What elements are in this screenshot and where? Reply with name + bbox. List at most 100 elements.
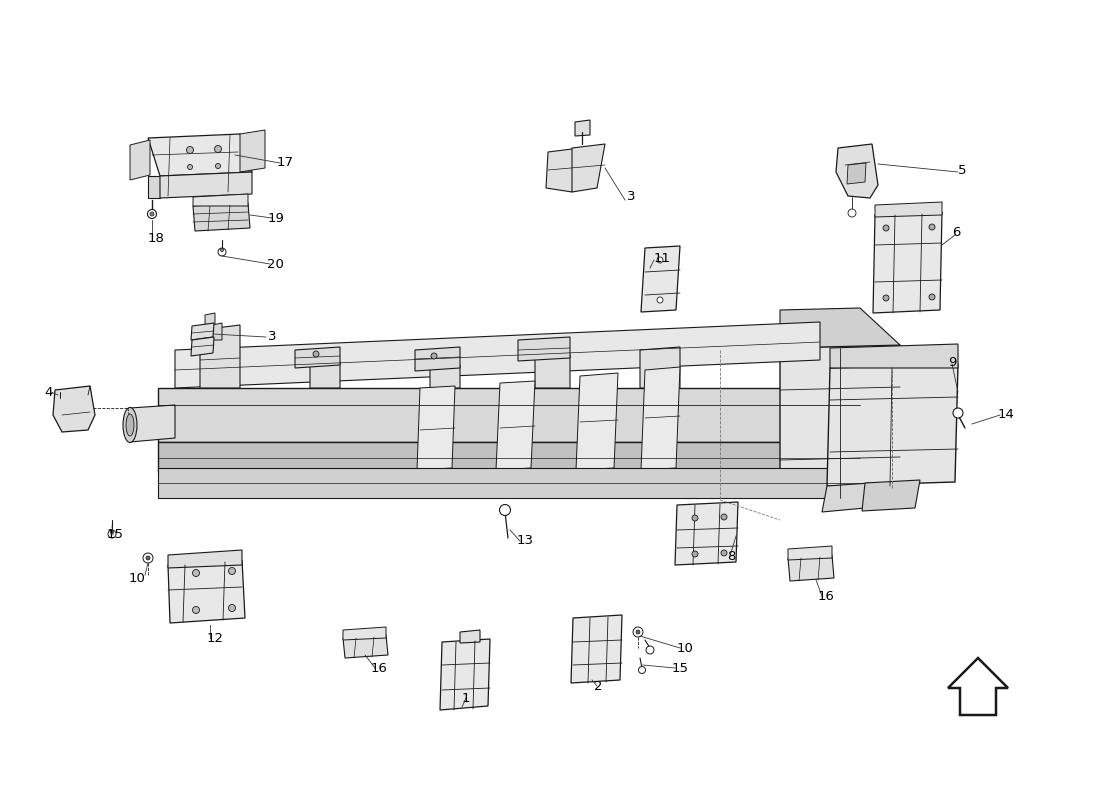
Polygon shape bbox=[518, 337, 570, 361]
Circle shape bbox=[110, 530, 113, 534]
Polygon shape bbox=[415, 347, 460, 371]
Circle shape bbox=[146, 556, 150, 560]
Polygon shape bbox=[343, 635, 388, 658]
Polygon shape bbox=[168, 550, 242, 568]
Circle shape bbox=[636, 630, 640, 634]
Polygon shape bbox=[212, 323, 222, 340]
Text: 20: 20 bbox=[267, 258, 284, 270]
Text: 6: 6 bbox=[952, 226, 960, 238]
Polygon shape bbox=[200, 325, 240, 388]
Polygon shape bbox=[310, 362, 340, 388]
Polygon shape bbox=[130, 405, 175, 442]
Circle shape bbox=[720, 514, 727, 520]
Polygon shape bbox=[575, 120, 590, 136]
Text: 5: 5 bbox=[958, 163, 967, 177]
Polygon shape bbox=[148, 176, 159, 198]
Circle shape bbox=[692, 551, 698, 557]
Circle shape bbox=[646, 646, 654, 654]
Text: 10: 10 bbox=[128, 571, 145, 585]
Circle shape bbox=[220, 249, 223, 251]
Polygon shape bbox=[440, 639, 490, 710]
Text: 12: 12 bbox=[207, 631, 224, 645]
Polygon shape bbox=[675, 502, 738, 565]
Polygon shape bbox=[158, 468, 860, 498]
Circle shape bbox=[150, 212, 154, 216]
Text: 3: 3 bbox=[268, 330, 276, 343]
Polygon shape bbox=[641, 246, 680, 312]
Circle shape bbox=[720, 550, 727, 556]
Polygon shape bbox=[535, 355, 570, 388]
Circle shape bbox=[632, 627, 644, 637]
Polygon shape bbox=[417, 386, 455, 470]
Text: 15: 15 bbox=[672, 662, 689, 674]
Polygon shape bbox=[130, 140, 150, 180]
Circle shape bbox=[229, 605, 235, 611]
Text: 2: 2 bbox=[594, 679, 603, 693]
Text: 11: 11 bbox=[654, 251, 671, 265]
Polygon shape bbox=[192, 203, 250, 231]
Text: 13: 13 bbox=[517, 534, 534, 547]
Text: 17: 17 bbox=[277, 155, 294, 169]
Circle shape bbox=[692, 515, 698, 521]
Circle shape bbox=[216, 163, 220, 169]
Circle shape bbox=[192, 606, 199, 614]
Polygon shape bbox=[205, 313, 214, 330]
Circle shape bbox=[657, 257, 663, 263]
Polygon shape bbox=[158, 388, 860, 442]
Circle shape bbox=[499, 505, 510, 515]
Circle shape bbox=[314, 351, 319, 357]
Text: 16: 16 bbox=[371, 662, 388, 674]
Polygon shape bbox=[948, 658, 1008, 715]
Text: 3: 3 bbox=[627, 190, 636, 203]
Text: 14: 14 bbox=[998, 407, 1015, 421]
Circle shape bbox=[930, 224, 935, 230]
Circle shape bbox=[218, 248, 226, 256]
Polygon shape bbox=[295, 347, 340, 368]
Circle shape bbox=[953, 408, 962, 418]
Text: 19: 19 bbox=[268, 211, 285, 225]
Text: 4: 4 bbox=[44, 386, 53, 398]
Ellipse shape bbox=[123, 407, 138, 442]
Circle shape bbox=[883, 295, 889, 301]
Polygon shape bbox=[148, 134, 252, 176]
Circle shape bbox=[930, 294, 935, 300]
Text: 16: 16 bbox=[818, 590, 835, 602]
Ellipse shape bbox=[126, 414, 134, 436]
Polygon shape bbox=[830, 344, 958, 368]
Polygon shape bbox=[191, 323, 214, 340]
Text: 15: 15 bbox=[107, 529, 124, 542]
Polygon shape bbox=[780, 345, 900, 498]
Circle shape bbox=[187, 165, 192, 170]
Circle shape bbox=[214, 146, 221, 153]
Text: 8: 8 bbox=[727, 550, 736, 562]
Polygon shape bbox=[873, 212, 942, 313]
Text: 1: 1 bbox=[462, 691, 471, 705]
Polygon shape bbox=[822, 483, 870, 512]
Polygon shape bbox=[874, 202, 942, 217]
Polygon shape bbox=[862, 480, 920, 511]
Polygon shape bbox=[641, 367, 680, 470]
Circle shape bbox=[638, 666, 646, 674]
Circle shape bbox=[229, 567, 235, 574]
Polygon shape bbox=[240, 130, 265, 172]
Polygon shape bbox=[640, 347, 680, 388]
Polygon shape bbox=[788, 555, 834, 581]
Polygon shape bbox=[788, 546, 832, 560]
Circle shape bbox=[883, 225, 889, 231]
Polygon shape bbox=[191, 337, 214, 356]
Text: 9: 9 bbox=[948, 355, 956, 369]
Polygon shape bbox=[496, 381, 535, 470]
Circle shape bbox=[848, 209, 856, 217]
Polygon shape bbox=[572, 144, 605, 192]
Polygon shape bbox=[168, 560, 245, 623]
Polygon shape bbox=[158, 442, 860, 472]
Circle shape bbox=[143, 553, 153, 563]
Circle shape bbox=[187, 146, 194, 154]
Text: 18: 18 bbox=[148, 231, 165, 245]
Circle shape bbox=[657, 297, 663, 303]
Polygon shape bbox=[175, 322, 819, 388]
Circle shape bbox=[431, 353, 437, 359]
Polygon shape bbox=[546, 148, 580, 192]
Polygon shape bbox=[576, 373, 618, 470]
Circle shape bbox=[147, 210, 156, 218]
